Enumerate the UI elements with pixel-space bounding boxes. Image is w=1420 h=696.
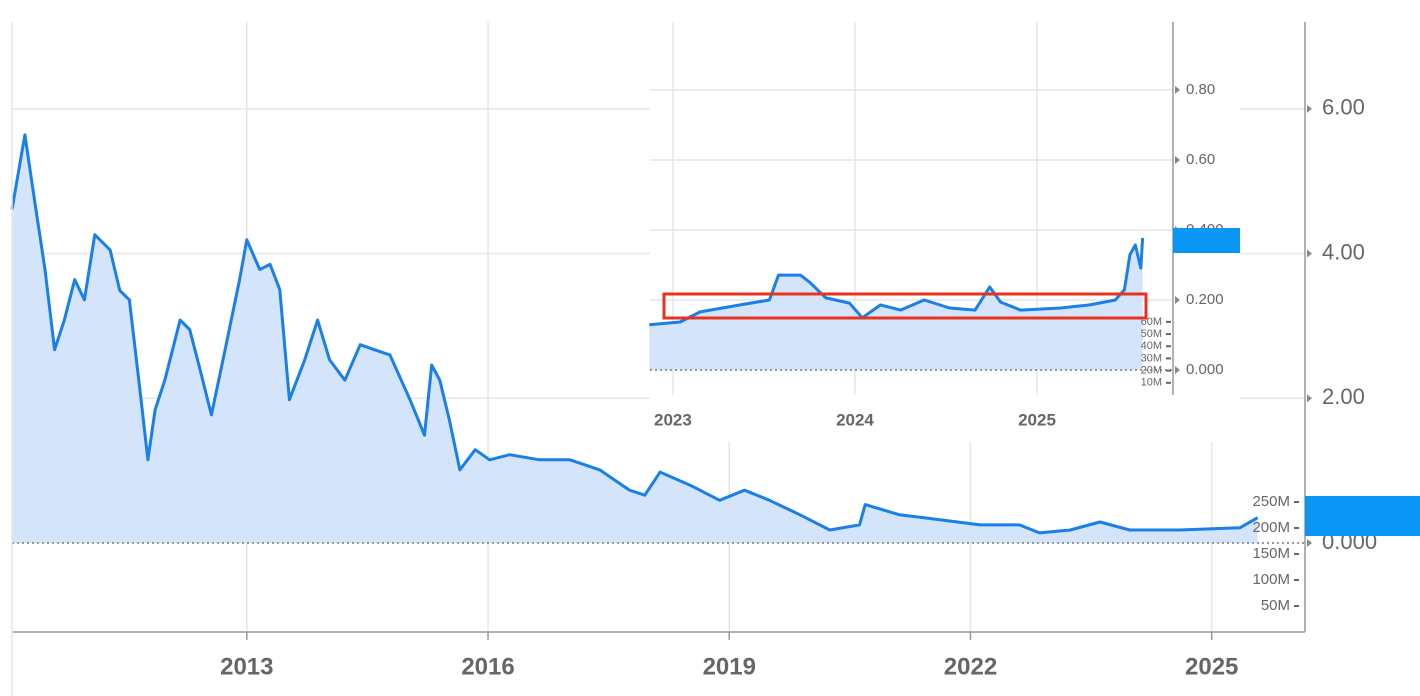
price-line [10,133,1259,535]
y2-tick-label: 100M [1252,571,1290,588]
y-tick [1307,249,1312,258]
y2-tick-label: 50M [1141,328,1162,340]
x-tick-label: 2016 [461,653,514,680]
y-tick-label: 0.80 [1186,81,1215,98]
y-tick-label: 4.00 [1322,239,1365,264]
y-tick-label: 0.60 [1186,151,1215,168]
y-tick-label: 0.200 [1186,291,1224,308]
y2-tick-label: 200M [1252,519,1290,536]
inset-price-marker [1173,228,1240,253]
inset-background [650,22,1240,442]
y2-tick-label: 150M [1252,545,1290,562]
y-tick-label: 6.00 [1322,95,1365,120]
y-tick [1175,155,1180,164]
x-tick-label: 2024 [836,410,874,429]
area-fill [649,238,1143,371]
x-tick-label: 2025 [1185,653,1238,680]
y2-tick-label: 40M [1141,340,1162,352]
y-tick [1175,366,1180,375]
y2-tick-label: 30M [1141,352,1162,364]
highlight-box [662,292,1148,320]
area-fill [12,134,1258,543]
y-tick [1175,85,1180,94]
y2-tick-label: 50M [1261,597,1290,614]
y-tick [1307,104,1312,113]
x-tick-label: 2013 [220,653,273,680]
y-tick [1307,538,1312,547]
price-marker [1305,496,1420,536]
y-tick [1175,295,1180,304]
x-tick-label: 2022 [944,653,997,680]
y-tick-label: 2.00 [1322,384,1365,409]
x-tick-label: 2019 [703,653,756,680]
y2-tick-label: 10M [1141,377,1162,389]
x-tick-label: 2023 [654,410,692,429]
y2-tick-label: 20M [1141,365,1162,377]
y-tick-label: 0.000 [1186,361,1224,378]
inset-panel: 2023202420250.0000.2000.4000.600.8010M20… [649,22,1224,429]
y2-tick-label: 250M [1252,493,1290,510]
x-tick-label: 2025 [1018,410,1056,429]
y-tick [1307,394,1312,403]
